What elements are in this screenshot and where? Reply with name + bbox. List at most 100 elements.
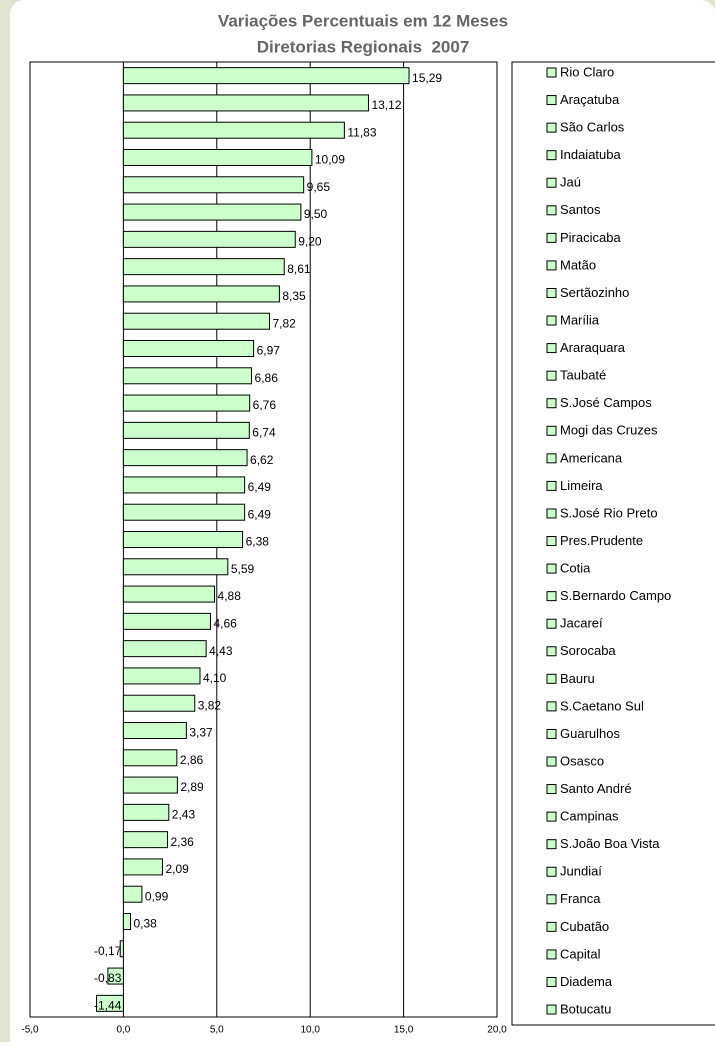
data-label: 15,29 (412, 71, 442, 85)
legend-label: S.Caetano Sul (560, 698, 644, 713)
legend-label: Taubaté (560, 368, 606, 383)
legend-label: Franca (560, 891, 601, 906)
data-label: 0,38 (133, 917, 157, 931)
bar (122, 149, 313, 166)
data-label: 8,61 (287, 262, 311, 276)
legend-swatch (546, 811, 557, 822)
bar (122, 913, 131, 930)
legend-label: Bauru (560, 671, 595, 686)
legend-label: Diadema (560, 974, 613, 989)
plot-area (29, 61, 498, 1018)
data-label: 2,86 (180, 753, 204, 767)
legend-swatch (546, 866, 557, 877)
bar (122, 312, 270, 330)
legend-label: S.João Boa Vista (560, 836, 660, 851)
data-label: 8,35 (282, 289, 306, 303)
legend-swatch (546, 646, 557, 657)
data-label: 6,97 (257, 344, 281, 358)
bar (122, 503, 246, 521)
legend-swatch (546, 618, 557, 629)
data-label: 6,38 (246, 535, 270, 549)
data-label: 6,49 (248, 507, 272, 521)
x-tick-label: 15,0 (394, 1025, 414, 1036)
data-label: 6,49 (248, 480, 272, 494)
legend-swatch (546, 343, 557, 354)
legend-label: Rio Claro (560, 64, 614, 79)
legend-swatch (546, 894, 557, 905)
legend-label: Sorocaba (560, 643, 616, 658)
data-label: 6,86 (255, 371, 279, 385)
data-label: -0,17 (94, 944, 122, 958)
data-label: 3,82 (198, 698, 222, 712)
legend-swatch (546, 949, 557, 960)
legend-swatch (546, 287, 557, 298)
legend-swatch (546, 784, 557, 795)
legend-label: Limeira (560, 478, 603, 493)
legend-label: Indaiatuba (560, 147, 621, 162)
legend-swatch (546, 756, 557, 767)
x-tick-label: 20,0 (487, 1025, 507, 1036)
legend-label: Cotia (560, 561, 591, 576)
legend-label: Botucatu (560, 1001, 611, 1016)
chart-title: Variações Percentuais em 12 Meses (218, 11, 508, 30)
legend-swatch (546, 260, 557, 271)
data-label: 7,82 (272, 316, 296, 330)
bar (122, 449, 248, 467)
bar (122, 831, 168, 849)
legend-label: Osasco (560, 753, 604, 768)
bar (122, 258, 285, 276)
data-label: 3,37 (189, 726, 213, 740)
bar (122, 285, 280, 303)
legend-swatch (546, 205, 557, 216)
x-tick-label: 0,0 (116, 1025, 130, 1036)
legend-label: Jaú (560, 175, 581, 190)
legend-swatch (546, 673, 557, 684)
legend-box (511, 61, 715, 1026)
data-label: 2,43 (172, 808, 196, 822)
bar (122, 121, 345, 139)
data-label: 2,36 (170, 835, 194, 849)
legend-swatch (546, 591, 557, 602)
chart-subtitle: Diretorias Regionais 2007 (257, 37, 470, 56)
legend-label: Araraquara (560, 340, 626, 355)
x-tick-label: 10,0 (300, 1025, 320, 1036)
legend-label: Piracicaba (560, 230, 621, 245)
data-label: 13,12 (371, 98, 401, 112)
data-label: 2,09 (165, 862, 189, 876)
legend-label: Sertãozinho (560, 285, 629, 300)
bar (122, 421, 250, 439)
legend-label: Santos (560, 202, 601, 217)
bar (122, 776, 178, 794)
x-tick-label: -5,0 (21, 1025, 39, 1036)
legend-label: Americana (560, 450, 623, 465)
data-label: -0,83 (94, 971, 122, 985)
bar (122, 394, 251, 412)
data-label: 4,10 (203, 671, 227, 685)
bar (122, 612, 211, 630)
data-label: 9,50 (304, 207, 328, 221)
legend-label: Jundiaí (560, 864, 602, 879)
legend-swatch (546, 1004, 557, 1015)
legend-swatch (546, 453, 557, 464)
legend-swatch (546, 921, 557, 932)
data-label: 4,88 (218, 589, 242, 603)
data-label: 6,76 (253, 398, 277, 412)
data-label: 10,09 (315, 153, 345, 167)
bar (122, 558, 229, 576)
legend-swatch (546, 480, 557, 491)
x-tick-label: 5,0 (210, 1025, 224, 1036)
data-label: 11,83 (347, 125, 376, 139)
legend-swatch (546, 95, 557, 106)
bar (122, 885, 143, 903)
legend-swatch (546, 122, 557, 133)
data-label: 6,74 (252, 426, 276, 440)
bar (122, 476, 246, 494)
data-label: 2,89 (180, 780, 204, 794)
legend-swatch (546, 398, 557, 409)
bar (122, 176, 305, 194)
data-label: -1,44 (94, 999, 122, 1013)
legend-swatch (546, 701, 557, 712)
bar (122, 67, 410, 85)
legend-label: S.Bernardo Campo (560, 588, 671, 603)
bar (96, 994, 124, 1012)
